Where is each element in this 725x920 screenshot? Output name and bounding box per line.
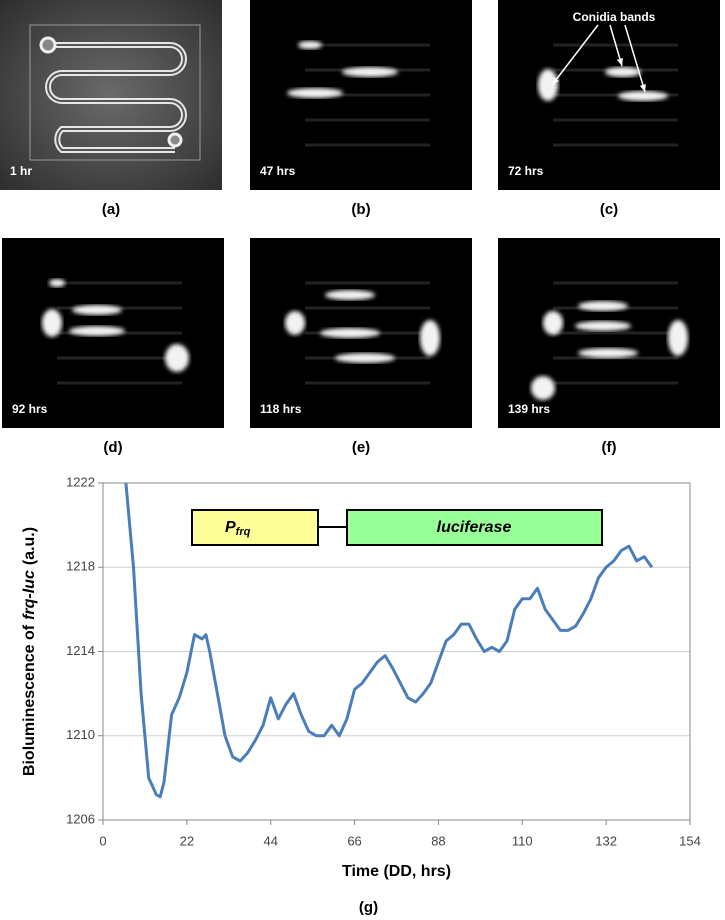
conidia-band <box>342 67 398 77</box>
conidia-band <box>69 326 125 336</box>
conidia-band <box>578 301 628 311</box>
y-tick-label: 1210 <box>66 727 95 742</box>
conidia-band <box>605 67 641 77</box>
gene-box <box>346 509 603 546</box>
port <box>167 132 183 148</box>
conidia-band <box>49 279 65 287</box>
y-label-part: frq-luc <box>21 570 38 620</box>
x-tick-label: 0 <box>99 833 106 848</box>
panel-label: (b) <box>351 201 370 218</box>
time-label: 92 hrs <box>12 402 48 416</box>
conidia-band <box>575 321 631 331</box>
conidia-band <box>531 376 555 400</box>
time-label: 47 hrs <box>260 164 296 178</box>
conidia-band <box>298 41 322 49</box>
conidia-band <box>538 69 558 101</box>
arrow-head <box>639 84 646 92</box>
conidia-band <box>668 320 688 356</box>
arrow-head <box>616 58 623 66</box>
chip <box>29 24 201 161</box>
panel-label: (e) <box>352 439 370 456</box>
x-tick-label: 88 <box>431 833 445 848</box>
conidia-band <box>42 309 62 337</box>
x-tick-label: 132 <box>595 833 617 848</box>
panel-label: (f) <box>602 439 617 456</box>
port <box>39 36 57 54</box>
image-panel: 72 hrs <box>498 0 720 190</box>
y-label-part: Bioluminescence of <box>21 624 38 776</box>
promoter-label: Pfrq <box>225 519 251 538</box>
conidia-band <box>72 305 122 315</box>
y-tick-label: 1222 <box>66 474 95 489</box>
y-label-part: (a.u.) <box>21 527 38 565</box>
y-axis-label: Bioluminescence of frq-luc (a.u.) <box>21 527 38 776</box>
annotation-arrow <box>624 24 646 93</box>
y-tick-label: 1214 <box>66 643 95 658</box>
plot-frame <box>102 482 691 821</box>
promoter-name: P <box>225 519 236 536</box>
y-tick-label: 1218 <box>66 559 95 574</box>
time-label: 1 hr <box>10 164 32 178</box>
conidia-band <box>578 348 638 358</box>
annotation: Conidia bands <box>573 10 656 24</box>
image-panel: 139 hrs <box>498 238 720 428</box>
y-tick-label: 1206 <box>66 811 95 826</box>
conidia-band <box>618 91 668 101</box>
time-label: 118 hrs <box>260 402 302 416</box>
gene-label: luciferase <box>437 519 512 536</box>
time-label: 72 hrs <box>508 164 544 178</box>
x-axis-label: Time (DD, hrs) <box>342 863 451 880</box>
x-tick-label: 66 <box>347 833 361 848</box>
conidia-band <box>543 311 563 335</box>
x-tick-label: 110 <box>512 833 533 848</box>
conidia-band <box>420 320 440 356</box>
x-tick-label: 22 <box>180 833 194 848</box>
panel-label: (a) <box>102 201 120 218</box>
image-panel: 92 hrs <box>2 238 224 428</box>
photo-background <box>0 0 222 190</box>
arrow-head <box>552 77 559 85</box>
conidia-band <box>165 344 189 372</box>
x-tick-label: 154 <box>679 833 701 848</box>
image-panel: 47 hrs <box>250 0 472 190</box>
image-panel: 118 hrs <box>250 238 472 428</box>
panel-label: (c) <box>600 201 618 218</box>
conidia-band <box>285 311 305 335</box>
chart-caption: (g) <box>359 899 378 916</box>
promoter-box <box>191 509 319 546</box>
conidia-band <box>335 353 395 363</box>
data-line <box>124 482 654 799</box>
conidia-band <box>320 328 380 338</box>
promoter-subscript: frq <box>236 526 251 538</box>
panel-label: (d) <box>103 439 122 456</box>
image-panel: 1 hr <box>0 0 222 190</box>
time-label: 139 hrs <box>508 402 550 416</box>
conidia-band <box>287 88 343 98</box>
annotation-arrow <box>551 24 599 86</box>
x-tick-label: 44 <box>263 833 277 848</box>
conidia-band <box>325 290 375 300</box>
serpentine-inner <box>47 44 185 151</box>
